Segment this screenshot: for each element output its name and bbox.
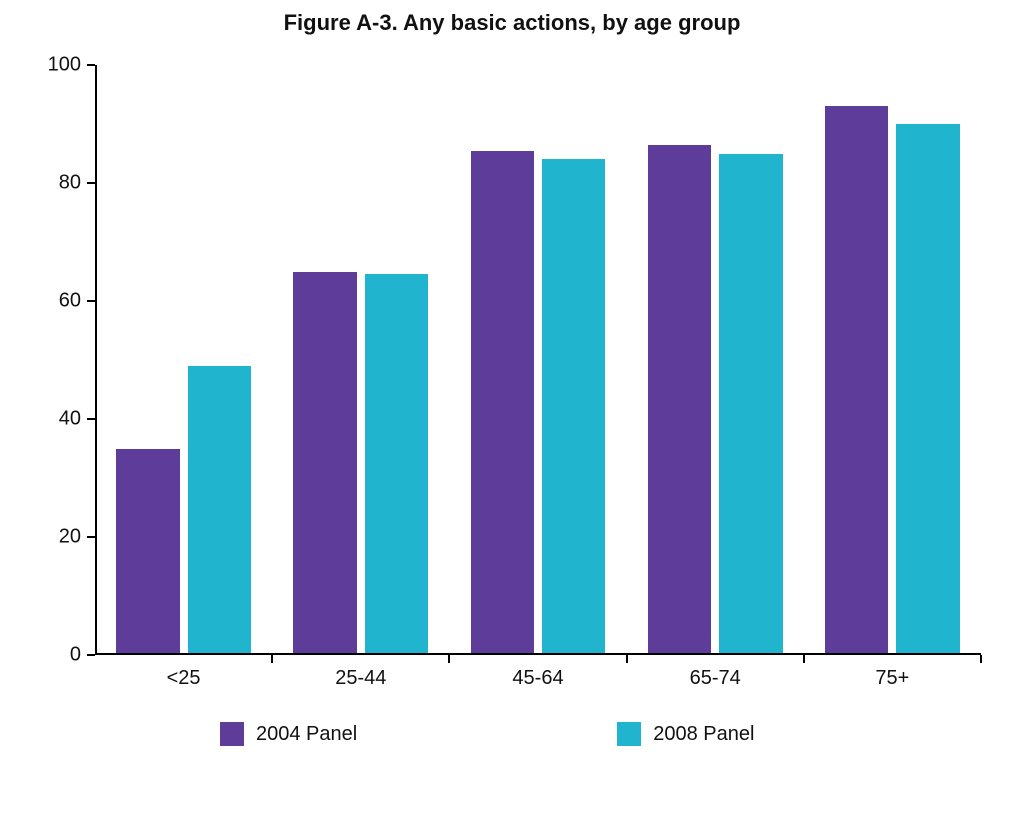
legend-label: 2004 Panel <box>256 723 357 746</box>
bar <box>293 272 356 654</box>
bar <box>648 145 711 653</box>
x-tick <box>448 655 450 663</box>
x-tick-label: 45-64 <box>512 667 563 690</box>
bar <box>116 449 179 654</box>
x-tick <box>271 655 273 663</box>
plot-area: 020406080100<2525-4445-6465-7475+ <box>95 65 981 655</box>
x-tick <box>980 655 982 663</box>
x-tick-label: 75+ <box>875 667 909 690</box>
x-tick <box>626 655 628 663</box>
y-tick <box>87 654 95 656</box>
x-tick-label: 65-74 <box>690 667 741 690</box>
y-tick-label: 80 <box>21 172 81 195</box>
x-tick <box>803 655 805 663</box>
legend-item: 2004 Panel <box>220 722 357 746</box>
legend-item: 2008 Panel <box>617 722 754 746</box>
y-tick <box>87 536 95 538</box>
chart-title: Figure A-3. Any basic actions, by age gr… <box>0 10 1024 36</box>
bar <box>542 159 605 653</box>
y-tick <box>87 300 95 302</box>
bar <box>825 106 888 653</box>
chart-container: Figure A-3. Any basic actions, by age gr… <box>0 0 1024 823</box>
y-tick <box>87 64 95 66</box>
y-tick-label: 100 <box>21 54 81 77</box>
legend-swatch <box>617 722 641 746</box>
y-tick <box>87 418 95 420</box>
legend-label: 2008 Panel <box>653 723 754 746</box>
bar <box>719 154 782 654</box>
x-axis-line <box>95 653 981 655</box>
legend-swatch <box>220 722 244 746</box>
y-tick-label: 20 <box>21 526 81 549</box>
y-tick-label: 60 <box>21 290 81 313</box>
y-axis-line <box>95 65 97 655</box>
x-tick-label: 25-44 <box>335 667 386 690</box>
x-tick-label: <25 <box>167 667 201 690</box>
y-tick-label: 40 <box>21 408 81 431</box>
bar <box>188 366 251 653</box>
bar <box>471 151 534 653</box>
y-tick-label: 0 <box>21 644 81 667</box>
bar <box>365 274 428 653</box>
bar <box>896 124 959 653</box>
legend: 2004 Panel 2008 Panel <box>220 722 754 746</box>
y-tick <box>87 182 95 184</box>
